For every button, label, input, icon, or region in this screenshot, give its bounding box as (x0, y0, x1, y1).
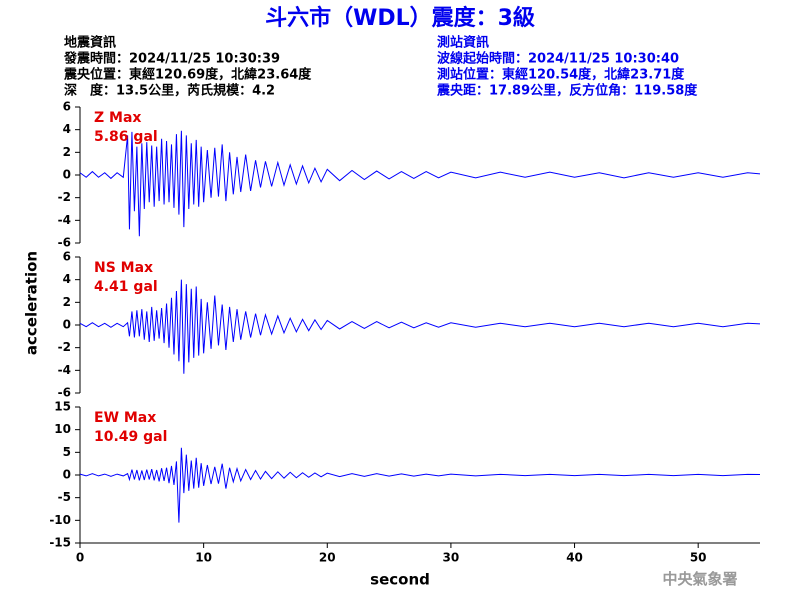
max-label: 5.86 gal (94, 129, 158, 145)
y-tick-label: 0 (63, 318, 71, 332)
y-tick-label: 15 (54, 400, 71, 414)
x-tick-label: 0 (76, 551, 84, 565)
max-label: 10.49 gal (94, 429, 167, 445)
x-axis-label: second (370, 571, 430, 589)
y-tick-label: -15 (49, 536, 71, 550)
x-tick-label: 10 (195, 551, 212, 565)
y-tick-label: -10 (49, 513, 71, 527)
y-tick-label: -6 (58, 236, 71, 250)
y-tick-label: 5 (63, 445, 71, 459)
y-axis-label: acceleration (23, 251, 41, 355)
x-tick-label: 20 (319, 551, 336, 565)
y-tick-label: 10 (54, 422, 71, 436)
trace-label: Z Max (94, 110, 141, 126)
y-tick-label: 6 (63, 250, 71, 264)
y-tick-label: 2 (63, 145, 71, 159)
station-line: 震央距：17.89公里，反方位角：119.58度 (436, 83, 698, 99)
y-tick-label: -6 (58, 386, 71, 400)
y-tick-label: -4 (58, 363, 71, 377)
y-tick-label: -4 (58, 213, 71, 227)
y-tick-label: 4 (63, 272, 71, 286)
waveform (79, 447, 761, 523)
station-line: 波線起始時間：2024/11/25 10:30:40 (437, 51, 679, 67)
trace-label: EW Max (94, 410, 156, 426)
waveform (79, 130, 761, 237)
info-line: 深 度：13.5公里，芮氏規模：4.2 (64, 83, 275, 99)
y-tick-label: -2 (58, 190, 71, 204)
info-line: 震央位置：東經120.69度，北緯23.64度 (63, 67, 312, 83)
trace-label: NS Max (94, 260, 153, 276)
y-tick-label: 0 (63, 468, 71, 482)
station-line: 測站資訊 (437, 35, 489, 51)
max-label: 4.41 gal (94, 279, 158, 295)
info-line: 發震時間：2024/11/25 10:30:39 (63, 51, 280, 67)
waveform (79, 279, 761, 374)
footer: 中央氣象署 (662, 570, 737, 588)
station-line: 測站位置：東經120.54度，北緯23.71度 (437, 67, 685, 83)
page-title: 斗六市（WDL）震度：3級 (265, 5, 535, 31)
y-tick-label: 0 (63, 168, 71, 182)
y-tick-label: -2 (58, 340, 71, 354)
y-tick-label: 4 (63, 122, 71, 136)
x-tick-label: 50 (690, 551, 707, 565)
y-tick-label: -5 (58, 490, 71, 504)
y-tick-label: 2 (63, 295, 71, 309)
x-tick-label: 30 (443, 551, 460, 565)
info-line: 地震資訊 (64, 35, 116, 51)
x-tick-label: 40 (566, 551, 583, 565)
y-tick-label: 6 (63, 100, 71, 114)
